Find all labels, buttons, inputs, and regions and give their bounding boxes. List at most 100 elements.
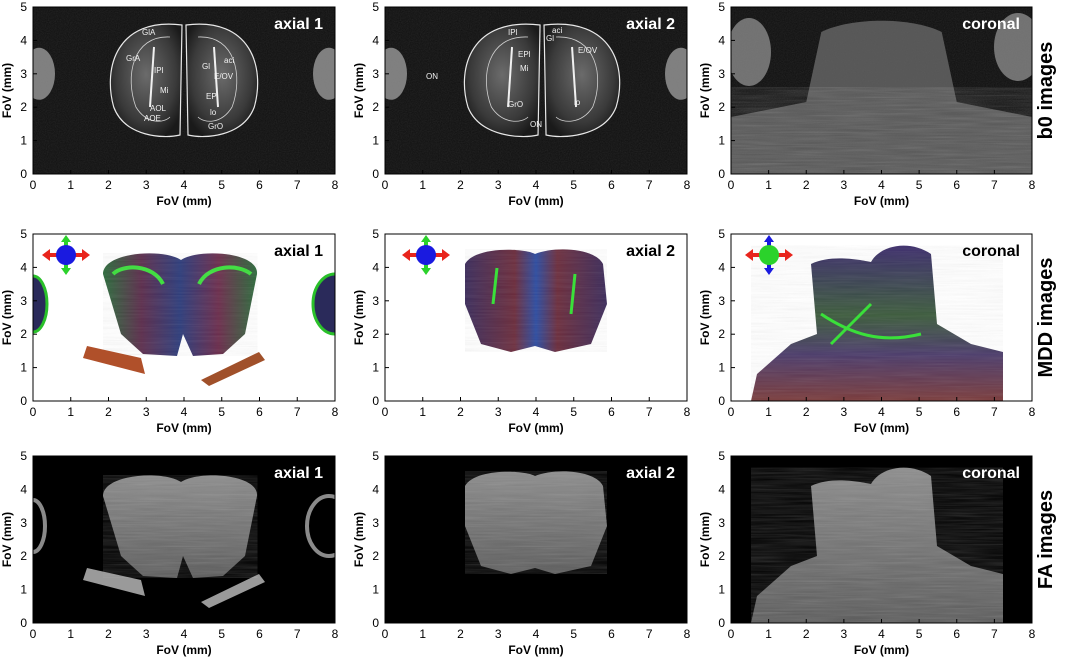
y-tick-label: 0 — [20, 167, 27, 181]
x-tick-label: 6 — [608, 627, 615, 641]
panel-title: axial 2 — [626, 465, 675, 482]
x-tick-label: 2 — [105, 405, 112, 419]
layer-contour — [197, 36, 238, 122]
x-tick-label: 3 — [841, 405, 848, 419]
x-tick-label: 2 — [457, 405, 464, 419]
atlas-label: GlA — [142, 28, 156, 37]
y-tick-label: 2 — [718, 100, 725, 114]
y-tick-label: 5 — [718, 0, 725, 14]
x-tick-label: 7 — [294, 178, 301, 192]
x-tick-label: 1 — [765, 405, 772, 419]
atlas-label: GrO — [208, 122, 223, 131]
panel-title: axial 1 — [274, 16, 323, 33]
x-tick-label: 4 — [533, 405, 540, 419]
x-tick-label: 0 — [382, 627, 389, 641]
x-axis-label: FoV (mm) — [508, 643, 563, 657]
orientation-compass-icon — [745, 235, 793, 275]
x-tick-label: 4 — [533, 627, 540, 641]
y-tick-label: 2 — [718, 327, 725, 341]
x-tick-label: 4 — [878, 627, 885, 641]
x-tick-label: 3 — [495, 405, 502, 419]
y-axis-label: FoV (mm) — [0, 512, 14, 567]
y-tick-label: 3 — [20, 67, 27, 81]
layer-contour — [130, 36, 171, 122]
stripe-texture — [465, 249, 607, 352]
y-tick-label: 4 — [718, 260, 725, 274]
x-tick-label: 3 — [841, 627, 848, 641]
x-tick-label: 0 — [728, 405, 735, 419]
x-tick-label: 2 — [457, 627, 464, 641]
y-tick-label: 2 — [372, 100, 379, 114]
x-tick-label: 5 — [218, 405, 225, 419]
atlas-label: lo — [210, 108, 217, 117]
panel-title: coronal — [962, 465, 1020, 482]
orientation-compass-icon — [402, 235, 450, 275]
x-tick-label: 8 — [684, 405, 691, 419]
y-axis-label: FoV (mm) — [698, 512, 712, 567]
x-tick-label: 3 — [143, 178, 150, 192]
x-tick-label: 0 — [30, 178, 37, 192]
x-tick-label: 3 — [495, 627, 502, 641]
y-tick-label: 3 — [372, 516, 379, 530]
x-tick-label: 6 — [953, 178, 960, 192]
y-tick-label: 3 — [20, 516, 27, 530]
panel-image — [33, 456, 335, 623]
y-tick-label: 1 — [20, 134, 27, 148]
x-tick-label: 7 — [646, 627, 653, 641]
atlas-label: GrA — [126, 54, 141, 63]
y-tick-label: 1 — [20, 583, 27, 597]
stripe-texture — [103, 475, 258, 578]
atlas-label: aci — [224, 56, 234, 65]
x-axis-label: FoV (mm) — [508, 421, 563, 435]
panel-fa-axial-2: axial 2 0 1 2 3 4 5 6 7 8 0 1 2 3 4 5 FoV (mm) FoV (mm) — [352, 449, 691, 657]
x-tick-label: 1 — [765, 178, 772, 192]
y-tick-label: 2 — [20, 549, 27, 563]
y-tick-label: 1 — [718, 134, 725, 148]
x-tick-label: 1 — [67, 627, 74, 641]
side-tissue — [33, 498, 47, 554]
y-tick-label: 4 — [718, 482, 725, 496]
x-tick-label: 1 — [419, 405, 426, 419]
core-line — [571, 46, 578, 108]
layer-contour — [555, 36, 599, 122]
y-tick-label: 2 — [718, 549, 725, 563]
x-axis-label: FoV (mm) — [508, 194, 563, 208]
y-tick-label: 0 — [20, 394, 27, 408]
y-tick-label: 0 — [20, 616, 27, 630]
x-tick-label: 7 — [991, 178, 998, 192]
x-tick-label: 3 — [841, 178, 848, 192]
muscle-strip — [83, 568, 145, 596]
x-tick-label: 8 — [684, 627, 691, 641]
y-tick-label: 5 — [372, 0, 379, 14]
side-tissue — [313, 47, 335, 100]
atlas-label: EPl — [518, 50, 531, 59]
x-tick-label: 2 — [457, 178, 464, 192]
panel-mdd-coronal: coronal 0 1 2 3 4 5 6 7 8 0 1 2 3 4 5 FoV (mm) FoV (mm) — [698, 227, 1036, 435]
x-tick-label: 8 — [332, 405, 339, 419]
y-tick-label: 0 — [372, 167, 379, 181]
side-tissue — [665, 47, 687, 100]
panel-title: axial 2 — [626, 243, 675, 260]
panel-image: IPl Gl EPl Mi GrO ON aci E/OV lo ON — [385, 7, 687, 174]
x-tick-label: 4 — [533, 178, 540, 192]
x-tick-label: 0 — [382, 405, 389, 419]
panel-title: axial 1 — [274, 243, 323, 260]
x-tick-label: 5 — [218, 627, 225, 641]
x-tick-label: 0 — [728, 627, 735, 641]
y-axis-label: FoV (mm) — [352, 290, 366, 345]
x-tick-label: 7 — [646, 405, 653, 419]
stripe-texture — [103, 253, 258, 356]
y-tick-label: 5 — [20, 227, 27, 241]
x-tick-label: 1 — [67, 405, 74, 419]
atlas-label: Gl — [202, 62, 210, 71]
side-tissue — [994, 13, 1032, 81]
row-label: FA images — [1035, 490, 1057, 589]
y-tick-label: 1 — [372, 361, 379, 375]
stripe-texture — [731, 87, 1032, 174]
y-tick-label: 5 — [372, 227, 379, 241]
bulb-left-outline — [463, 23, 541, 138]
x-tick-label: 4 — [878, 178, 885, 192]
x-tick-label: 2 — [105, 178, 112, 192]
